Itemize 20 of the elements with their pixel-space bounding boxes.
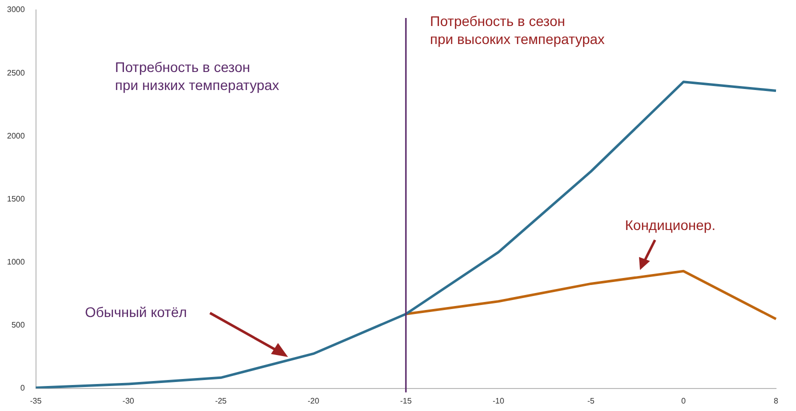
x-tick-label: -5 (587, 396, 596, 406)
y-tick-label: 1500 (7, 194, 26, 204)
x-tick-label: -35 (30, 396, 42, 406)
x-tick-label: -20 (308, 396, 320, 406)
x-tick-label: 8 (774, 396, 779, 406)
annotation: Кондиционер. (625, 216, 716, 234)
x-tick-label: -30 (122, 396, 135, 406)
annotation: Потребность в сезон при низких температурах (115, 58, 280, 94)
y-tick-label: 3000 (7, 5, 26, 14)
y-tick-label: 1000 (7, 257, 26, 266)
annotation: Обычный котёл (85, 303, 187, 321)
x-tick-label: -25 (215, 396, 228, 406)
y-tick-label: 2000 (7, 131, 26, 140)
x-tick-label: 0 (681, 396, 686, 406)
annotation: Потребность в сезон при высоких температурах (430, 12, 605, 48)
y-tick-label: 500 (11, 320, 26, 330)
y-tick-label: 0 (20, 384, 26, 393)
y-tick-label: 2500 (7, 68, 26, 78)
x-tick-label: -10 (492, 396, 505, 406)
x-tick-label: -15 (400, 396, 412, 406)
